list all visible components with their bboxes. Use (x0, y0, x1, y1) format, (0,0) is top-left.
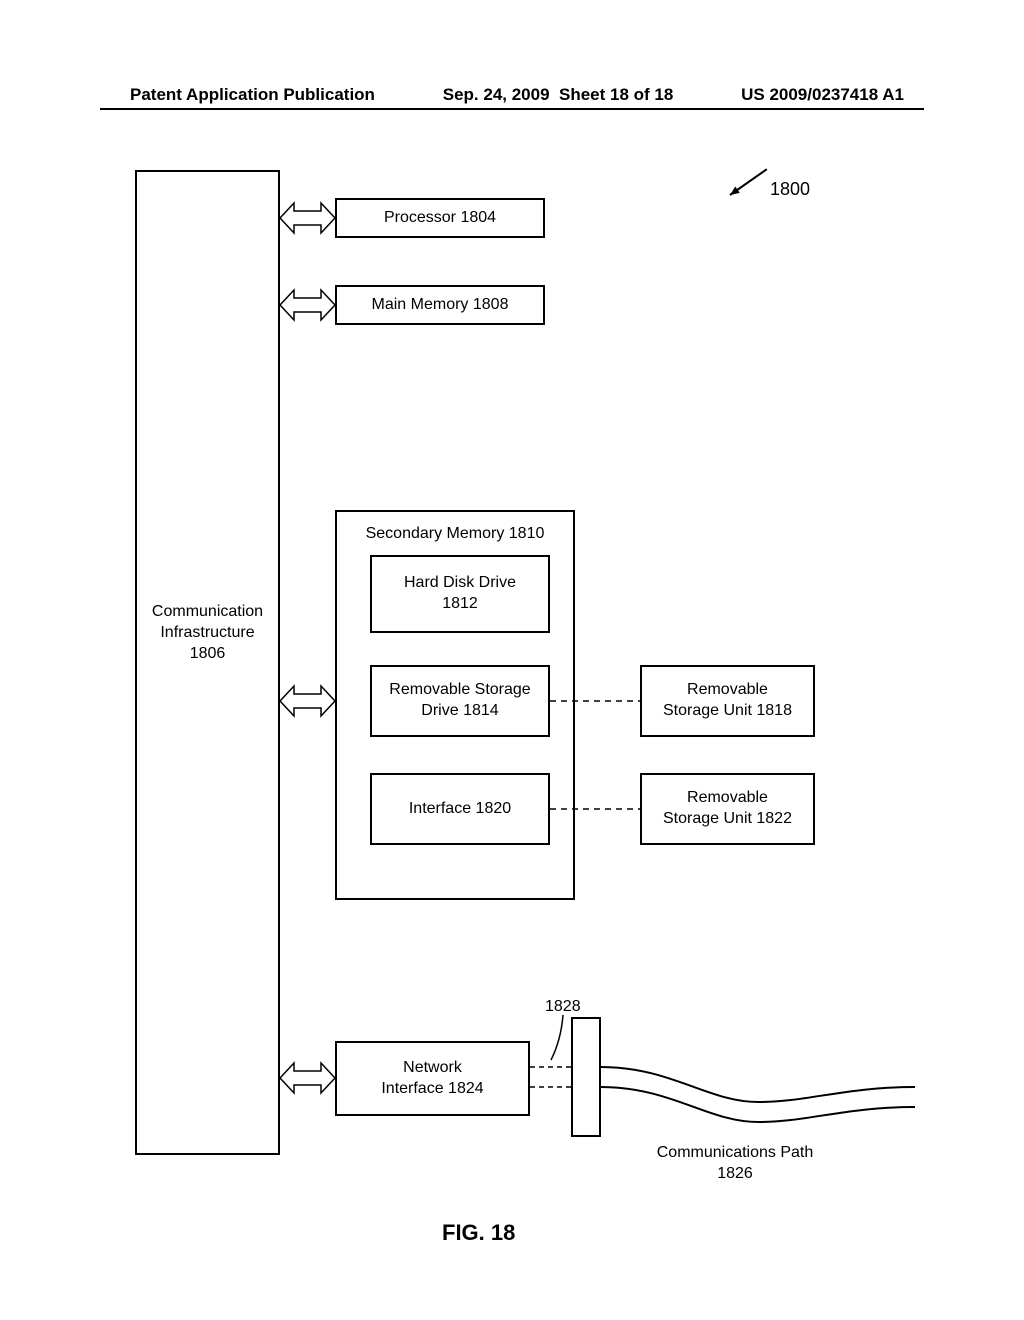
header-center: Sep. 24, 2009 Sheet 18 of 18 (443, 85, 674, 105)
page-header: Patent Application Publication Sep. 24, … (0, 85, 1024, 105)
header-rule (100, 108, 924, 110)
diagram: CommunicationInfrastructure1806Processor… (0, 165, 1024, 1255)
header-right: US 2009/0237418 A1 (741, 85, 904, 105)
header-left: Patent Application Publication (130, 85, 375, 105)
figure-caption: FIG. 18 (442, 1220, 515, 1246)
